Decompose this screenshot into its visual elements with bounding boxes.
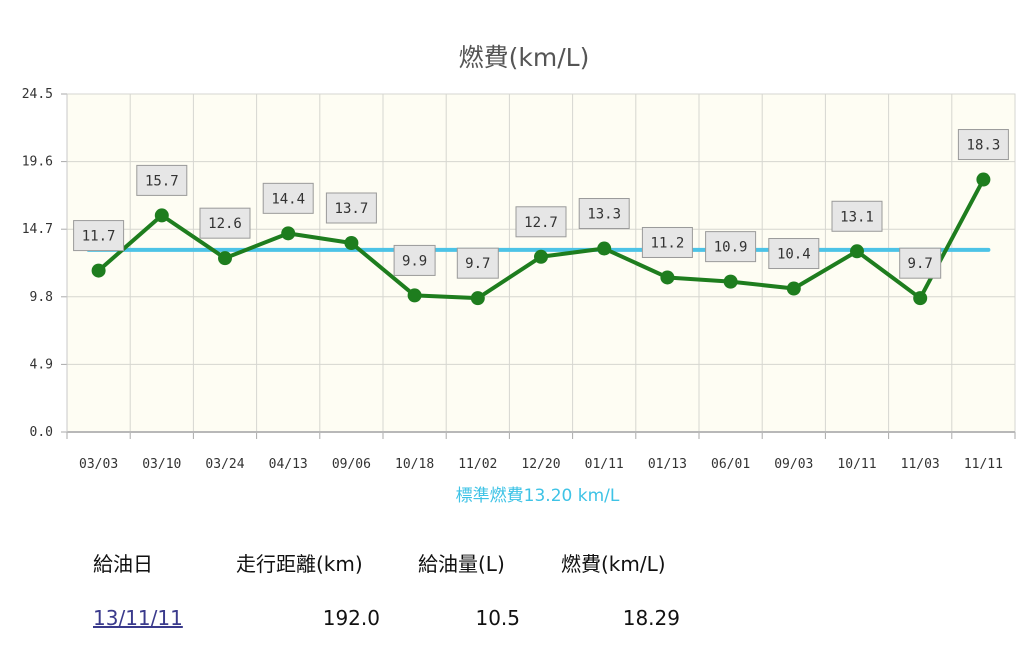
data-label: 15.7 <box>145 173 179 189</box>
data-point <box>534 249 548 264</box>
data-label-box <box>768 238 820 270</box>
data-point <box>597 241 612 256</box>
data-label: 11.7 <box>82 229 116 245</box>
refuel-date-link-text[interactable]: 13/11/11 <box>93 606 183 630</box>
data-point <box>913 291 928 306</box>
data-point <box>723 274 738 289</box>
data-point <box>281 226 296 241</box>
data-point <box>154 208 169 223</box>
x-tick-label: 09/06 <box>332 457 371 472</box>
y-tick-label: 9.8 <box>30 290 53 305</box>
data-label-box <box>393 244 436 276</box>
data-point <box>407 288 422 303</box>
data-label: 14.4 <box>271 191 305 207</box>
plot-area: 0.0 4.9 9.8 14.7 19.6 24.5 03/03 03/10 03/24 04/1… <box>22 87 1016 472</box>
x-tick-label: 04/13 <box>269 457 308 472</box>
data-label-box <box>262 182 314 214</box>
data-label: 12.7 <box>524 215 558 231</box>
header-distance: 走行距離(km) <box>236 552 363 576</box>
data-point <box>344 235 359 250</box>
fuel-economy-chart: 燃費(km/L) 0.0 4.9 9.8 14.7 19.6 24.5 03/03 03/10… <box>22 43 1016 472</box>
data-label-box <box>957 129 1009 161</box>
data-label: 11.2 <box>651 235 685 251</box>
data-point <box>850 244 864 259</box>
data-label: 9.9 <box>402 253 427 269</box>
x-tick-label: 01/13 <box>648 457 687 472</box>
data-label-box <box>831 200 883 232</box>
y-tick-label: 19.6 <box>22 155 53 170</box>
data-label: 13.3 <box>587 207 621 223</box>
data-label-box <box>515 206 567 238</box>
data-label-box <box>578 198 630 230</box>
header-fuel-amount: 給油量(L) <box>418 552 505 576</box>
data-label-box <box>641 226 693 258</box>
data-point <box>786 281 801 296</box>
x-tick-label: 09/03 <box>774 457 813 472</box>
y-tick-label: 24.5 <box>22 87 53 102</box>
x-tick-label: 03/03 <box>79 457 118 472</box>
x-tick-label: 10/11 <box>837 457 876 472</box>
x-tick-label: 06/01 <box>711 457 750 472</box>
data-point <box>470 291 485 306</box>
distance-value: 192.0 <box>322 606 380 630</box>
header-refuel-date: 給油日 <box>93 552 153 576</box>
x-tick-label: 11/03 <box>901 457 940 472</box>
data-label: 10.9 <box>714 240 748 256</box>
data-point <box>976 172 991 187</box>
fuel-economy-value: 18.29 <box>622 606 680 630</box>
data-label: 9.7 <box>908 256 933 272</box>
x-tick-label: 03/24 <box>205 457 244 472</box>
y-tick-label: 14.7 <box>22 222 53 237</box>
chart-title: 燃費(km/L) <box>459 43 590 72</box>
x-tick-label: 12/20 <box>521 457 560 472</box>
data-label: 18.3 <box>967 138 1001 154</box>
refuel-date-link[interactable]: 13/11/11 <box>93 606 183 630</box>
data-point <box>218 251 232 266</box>
x-tick-label: 10/18 <box>395 457 434 472</box>
header-fuel-economy: 燃費(km/L) <box>561 552 666 576</box>
data-label: 13.1 <box>840 209 874 225</box>
data-label: 12.6 <box>208 216 242 232</box>
standard-economy-label: 標準燃費13.20 km/L <box>455 486 620 506</box>
x-tick-label: 11/02 <box>458 457 497 472</box>
data-label: 13.7 <box>335 201 369 217</box>
data-label-box <box>199 207 251 239</box>
x-tick-label: 03/10 <box>142 457 181 472</box>
data-point <box>660 270 675 285</box>
data-label-box <box>73 220 125 252</box>
data-label: 9.7 <box>465 256 490 272</box>
data-label-box <box>899 247 942 279</box>
y-tick-label: 0.0 <box>30 425 53 440</box>
data-point <box>91 263 106 278</box>
y-tick-label: 4.9 <box>30 357 53 372</box>
data-label-box <box>325 192 377 224</box>
data-label-box <box>456 247 499 279</box>
data-label-box <box>136 164 188 196</box>
fuel-amount-value: 10.5 <box>475 606 520 630</box>
x-tick-label: 01/11 <box>585 457 624 472</box>
data-label-box <box>705 231 757 263</box>
data-label: 10.4 <box>777 247 811 263</box>
x-tick-label: 11/11 <box>964 457 1003 472</box>
